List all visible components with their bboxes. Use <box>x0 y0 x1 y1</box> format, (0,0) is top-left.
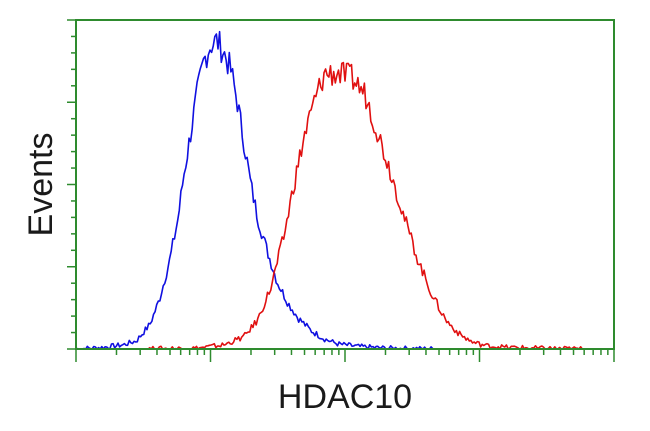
y-axis-label: Events <box>22 133 60 237</box>
plot-frame <box>75 19 615 350</box>
series-line-1 <box>75 30 438 350</box>
series-line-2 <box>143 61 586 350</box>
x-axis-label: HDAC10 <box>278 378 412 416</box>
series-lines <box>75 30 586 350</box>
